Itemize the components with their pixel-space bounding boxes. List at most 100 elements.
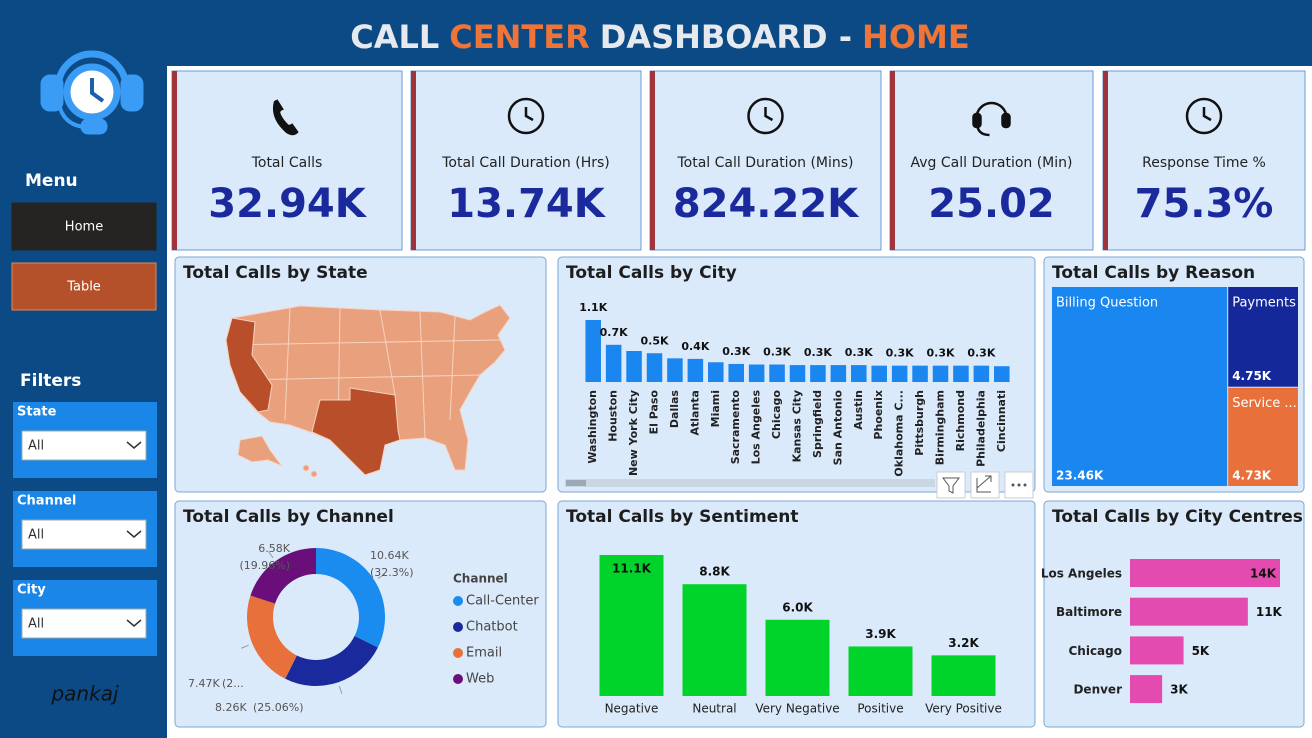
bar [1130, 636, 1184, 665]
x-tick-label: Richmond [954, 390, 967, 451]
kpi-accent [1103, 71, 1108, 250]
map-region [225, 304, 511, 476]
bar [646, 353, 663, 382]
data-label: 3K [1170, 683, 1188, 697]
kpi-icon [273, 99, 299, 136]
menu-button[interactable] [11, 262, 157, 311]
x-tick-label: Neutral [692, 702, 736, 716]
filter-dropdown[interactable] [21, 430, 147, 461]
tile-value: 4.73K [1232, 469, 1272, 483]
slice-value-label: 8.26K [215, 701, 247, 714]
bar [851, 365, 867, 382]
bar [810, 365, 826, 382]
legend-marker [453, 648, 463, 658]
bar [599, 555, 664, 696]
kpi-accent [890, 71, 895, 250]
slice-value-label: 6.58K [258, 542, 290, 555]
data-label: 11.1K [612, 562, 652, 576]
map-region [311, 387, 401, 476]
kpi-accent [411, 71, 416, 250]
kpi-value: 75.3% [1135, 181, 1274, 227]
chart-title: Total Calls by City Centres [1052, 507, 1303, 527]
visual-action-button[interactable] [936, 471, 966, 499]
slice-value-label: 7.47K [188, 677, 220, 690]
menu-button[interactable] [11, 202, 157, 251]
x-tick-label: Los Angeles [750, 390, 763, 465]
treemap-tile [1052, 287, 1228, 486]
filter-glyph [942, 477, 960, 494]
map-border [449, 315, 456, 421]
kpi-accent [172, 71, 177, 250]
data-label: 6.0K [782, 600, 813, 614]
kpi-card [649, 70, 882, 251]
slice-percent-label: (2... [222, 677, 244, 690]
slice-percent-label: (32.3%) [370, 566, 414, 579]
x-tick-label: New York City [627, 390, 640, 476]
bar [667, 358, 683, 382]
donut-slice [246, 595, 297, 679]
x-tick-label: Negative [605, 702, 659, 716]
x-tick-label: Very Negative [755, 702, 839, 716]
leader-line [268, 551, 274, 559]
x-tick-label: San Antonio [831, 390, 844, 466]
chart-title: Total Calls by Sentiment [566, 507, 798, 527]
x-tick-label: Houston [607, 390, 620, 442]
dropdown-chevron [126, 619, 142, 627]
kpi-value: 32.94K [208, 181, 368, 227]
legend-label: Chatbot [466, 620, 518, 635]
x-tick-label: Washington [586, 390, 599, 464]
dropdown-chevron [126, 530, 142, 538]
x-tick-label: Dallas [668, 390, 681, 429]
data-label: 0.3K [886, 347, 914, 360]
x-tick-label: Springfield [811, 390, 824, 458]
bar [585, 320, 601, 382]
tile-value: 4.75K [1232, 369, 1272, 383]
data-label: 11K [1256, 605, 1283, 619]
data-label: 0.7K [600, 326, 628, 339]
title-part: DASHBOARD - [600, 18, 852, 56]
filter-dropdown[interactable] [21, 519, 147, 550]
treemap-tile [1228, 387, 1298, 486]
data-label: 0.4K [681, 340, 709, 353]
x-tick-label: Kansas City [791, 390, 804, 462]
clock-glyph [747, 97, 784, 135]
kpi-label: Total Calls [251, 155, 323, 171]
x-tick-label: Chicago [770, 390, 783, 439]
visual-action-button[interactable] [1004, 471, 1034, 499]
tile-label: Service ... [1232, 396, 1297, 411]
filter-value: All [28, 528, 44, 543]
kpi-icon [747, 97, 784, 135]
kpi-card [171, 70, 403, 251]
bar [932, 365, 949, 382]
logo-icon [40, 50, 144, 135]
legend-label: Email [466, 646, 502, 661]
data-label: 8.8K [699, 565, 730, 579]
more-dot [1011, 483, 1015, 487]
x-tick-label: Sacramento [729, 390, 742, 465]
bar [973, 365, 990, 382]
leader-line [338, 686, 343, 694]
bar [789, 365, 806, 382]
data-label: 14K [1250, 567, 1277, 581]
scrollbar[interactable] [565, 479, 935, 487]
map-border [284, 306, 291, 421]
filter-value: All [28, 617, 44, 632]
map-region [310, 470, 318, 478]
bar [912, 365, 928, 382]
chart-title: Total Calls by City [566, 263, 737, 283]
bar [687, 358, 704, 382]
data-label: 3.9K [865, 627, 896, 641]
kpi-label: Total Call Duration (Hrs) [441, 155, 610, 171]
data-label: 5K [1192, 644, 1210, 658]
data-label: 0.3K [967, 347, 995, 360]
legend-title: Channel [453, 572, 508, 586]
x-tick-label: Pittsburgh [913, 390, 926, 456]
filter-dropdown[interactable] [21, 608, 147, 639]
clock-glyph [1185, 97, 1223, 135]
scrollbar-thumb[interactable] [566, 480, 586, 486]
filter-label: State [17, 405, 57, 420]
bar [848, 646, 913, 696]
x-tick-label: Atlanta [688, 390, 701, 435]
bar [1130, 597, 1248, 626]
